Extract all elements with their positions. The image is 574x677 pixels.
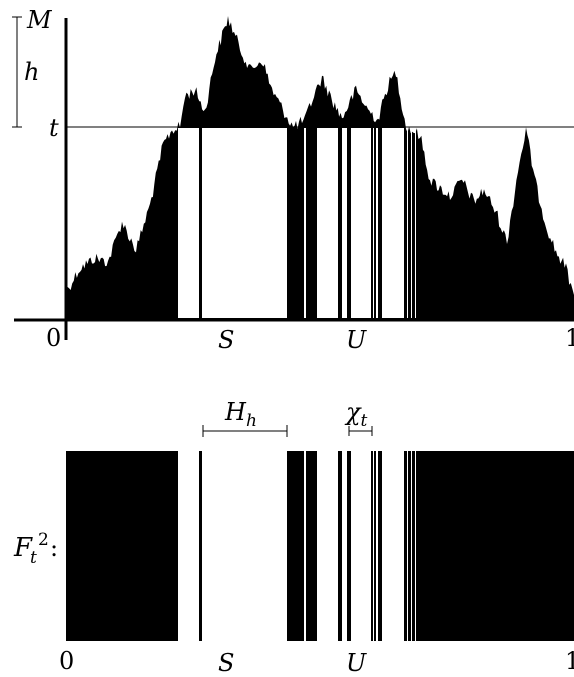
gap-top-2 [304, 128, 306, 318]
label-one-bottom: 1 [565, 647, 574, 675]
label-F: F [13, 533, 33, 563]
gap-top-8 [382, 128, 404, 318]
gap-bottom-1 [202, 451, 287, 641]
label-zero-bottom: 0 [59, 647, 74, 675]
gap-bottom-5 [351, 451, 371, 641]
gap-bottom-7 [376, 451, 378, 641]
gap-bottom-8 [382, 451, 404, 641]
label-M: M [26, 6, 53, 34]
gap-bottom-4 [342, 451, 347, 641]
label-F-sup: 2 [38, 530, 49, 550]
gap-top-3 [317, 128, 338, 318]
gap-bottom-3 [317, 451, 338, 641]
label-H: Hh [224, 398, 257, 431]
chi-bracket [348, 426, 373, 436]
label-t: t [49, 114, 59, 142]
label-chi: χt [344, 398, 368, 431]
gap-top-1 [202, 128, 287, 318]
gap-top-5 [351, 128, 371, 318]
gap-bottom-11 [415, 451, 416, 641]
gap-top-0 [178, 128, 199, 318]
label-one-top: 1 [565, 324, 574, 352]
set-panel: Hh χt F t 2 : 0 S U 1 [13, 398, 574, 677]
h-bracket [12, 16, 22, 128]
label-zero-top: 0 [46, 324, 61, 352]
label-U-bottom: U [346, 649, 367, 677]
label-U-top: U [346, 326, 367, 354]
gap-bottom-6 [373, 451, 374, 641]
gaps-top [178, 128, 416, 318]
gap-top-9 [407, 128, 408, 318]
label-F-colon: : [50, 534, 58, 562]
gap-top-4 [342, 128, 347, 318]
label-S-bottom: S [218, 649, 234, 677]
label-h: h [24, 58, 39, 86]
path-panel: M h t 0 S U 1 [12, 6, 574, 354]
label-F-sub: t [30, 548, 37, 568]
gap-top-7 [376, 128, 378, 318]
gap-top-10 [411, 128, 412, 318]
label-S-top: S [218, 326, 234, 354]
gap-bottom-9 [407, 451, 408, 641]
gap-bottom-0 [178, 451, 199, 641]
gap-top-11 [415, 128, 416, 318]
gap-bottom-2 [304, 451, 306, 641]
gap-bottom-10 [411, 451, 412, 641]
gaps-bottom [178, 451, 416, 641]
gap-top-6 [373, 128, 374, 318]
H-bracket [202, 425, 288, 437]
